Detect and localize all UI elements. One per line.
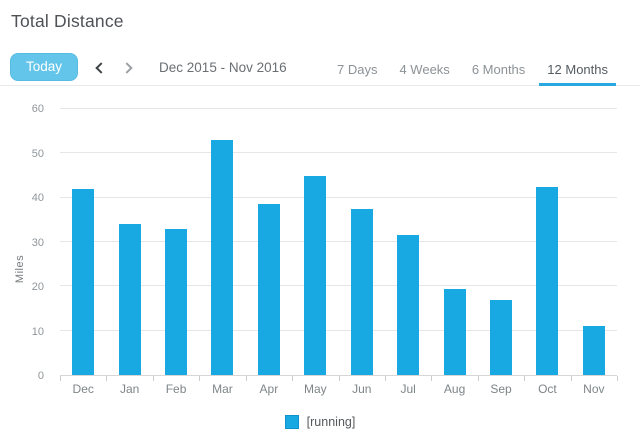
bar-jun[interactable]	[350, 208, 373, 375]
tab-7-days[interactable]: 7 Days	[329, 53, 385, 85]
bar-feb[interactable]	[165, 228, 188, 375]
bar-cell-jan	[106, 109, 152, 375]
bar-may[interactable]	[304, 175, 327, 375]
x-tick-label: Jul	[400, 382, 416, 396]
x-axis-tick	[106, 376, 108, 381]
bar-cell-apr	[246, 109, 292, 375]
bar-nov[interactable]	[582, 326, 605, 375]
legend-label: [running]	[306, 415, 356, 429]
x-tick-label: Feb	[165, 382, 187, 396]
period-tabs: 7 Days 4 Weeks 6 Months 12 Months	[323, 53, 616, 86]
x-tick-label: Apr	[259, 382, 279, 396]
bar-cell-may	[292, 109, 338, 375]
x-axis-tick	[384, 376, 386, 381]
gridline	[60, 196, 617, 198]
bar-cell-dec	[60, 109, 106, 375]
x-axis-tick	[617, 376, 618, 381]
bar-jul[interactable]	[397, 235, 420, 375]
y-tick-label: 40	[31, 192, 44, 204]
y-tick-label: 30	[31, 236, 44, 249]
gridline	[60, 152, 617, 154]
x-axis-tick	[431, 376, 433, 381]
x-axis-tick	[292, 376, 294, 381]
bar-apr[interactable]	[257, 204, 280, 375]
bar-jan[interactable]	[118, 224, 141, 375]
y-tick-label: 0	[37, 370, 44, 382]
bar-cell-aug	[431, 109, 477, 375]
y-tick-label: 20	[31, 281, 44, 293]
chevron-left-icon	[95, 61, 107, 74]
bar-cell-jun	[339, 109, 385, 375]
page-title: Total Distance	[11, 11, 124, 31]
x-axis-tick	[152, 376, 154, 381]
bar-cell-sep	[478, 109, 524, 375]
y-tick-label: 10	[31, 325, 44, 338]
x-axis-tick	[524, 376, 526, 381]
chevron-right-icon	[121, 61, 133, 74]
bar-cell-nov	[571, 109, 617, 375]
y-tick-label: 60	[31, 103, 44, 115]
x-axis-tick	[60, 376, 61, 381]
x-tick-label: May	[303, 382, 327, 396]
bar-dec[interactable]	[72, 188, 95, 375]
y-axis: 0 10 20 30 40 50 60	[0, 103, 52, 382]
y-tick-label: 50	[31, 147, 44, 160]
x-tick-label: Dec	[72, 382, 94, 396]
gridline	[60, 241, 617, 242]
x-labels: Dec Jan Feb Mar Apr May Jun Jul Aug Sep Oct Nov	[60, 382, 617, 396]
tab-12-months[interactable]: 12 Months	[539, 53, 616, 86]
tab-4-weeks[interactable]: 4 Weeks	[391, 53, 457, 85]
x-axis: Dec Jan Feb Mar Apr May Jun Jul Aug Sep Oct Nov	[60, 376, 618, 402]
bar-cell-jul	[385, 109, 431, 375]
bar-sep[interactable]	[490, 299, 512, 375]
x-tick-label: Nov	[583, 382, 605, 396]
x-tick-label: Oct	[538, 382, 557, 396]
gridline	[60, 285, 617, 287]
today-button[interactable]: Today	[10, 53, 79, 81]
chart-controls-bar: Today Dec 2015 - Nov 2016 7 Days 4 Weeks 6…	[0, 53, 640, 86]
y-axis-title: Miles	[14, 254, 27, 284]
bar-chart: 0 10 20 30 40 50 60 Miles Dec Jan Feb Mar Apr May Ju…	[0, 103, 640, 429]
bars-container	[60, 109, 617, 375]
bar-cell-oct	[524, 109, 570, 375]
plot-area	[60, 108, 617, 376]
x-axis-tick	[477, 376, 479, 381]
legend-entry: [running]	[284, 415, 356, 429]
x-axis-tick	[245, 376, 247, 381]
bar-oct[interactable]	[536, 186, 559, 375]
x-tick-label: Mar	[212, 382, 233, 396]
bar-mar[interactable]	[211, 140, 234, 375]
legend-swatch-running	[284, 415, 299, 429]
gridline	[60, 108, 617, 109]
gridline	[60, 329, 617, 331]
x-tick-label: Jun	[352, 382, 372, 396]
previous-period-button[interactable]	[89, 55, 113, 79]
x-tick-label: Jan	[119, 382, 140, 396]
bar-aug[interactable]	[443, 288, 466, 375]
x-axis-tick	[570, 376, 572, 381]
x-tick-label: Sep	[490, 382, 512, 396]
x-axis-tick	[199, 376, 201, 381]
chart-legend: [running]	[0, 415, 640, 429]
x-tick-label: Aug	[443, 382, 466, 396]
date-range-label: Dec 2015 - Nov 2016	[159, 59, 287, 75]
bar-cell-mar	[199, 109, 245, 375]
tab-6-months[interactable]: 6 Months	[464, 53, 533, 85]
bar-cell-feb	[153, 109, 199, 375]
next-period-button[interactable]	[115, 55, 139, 79]
x-axis-tick	[338, 376, 340, 381]
